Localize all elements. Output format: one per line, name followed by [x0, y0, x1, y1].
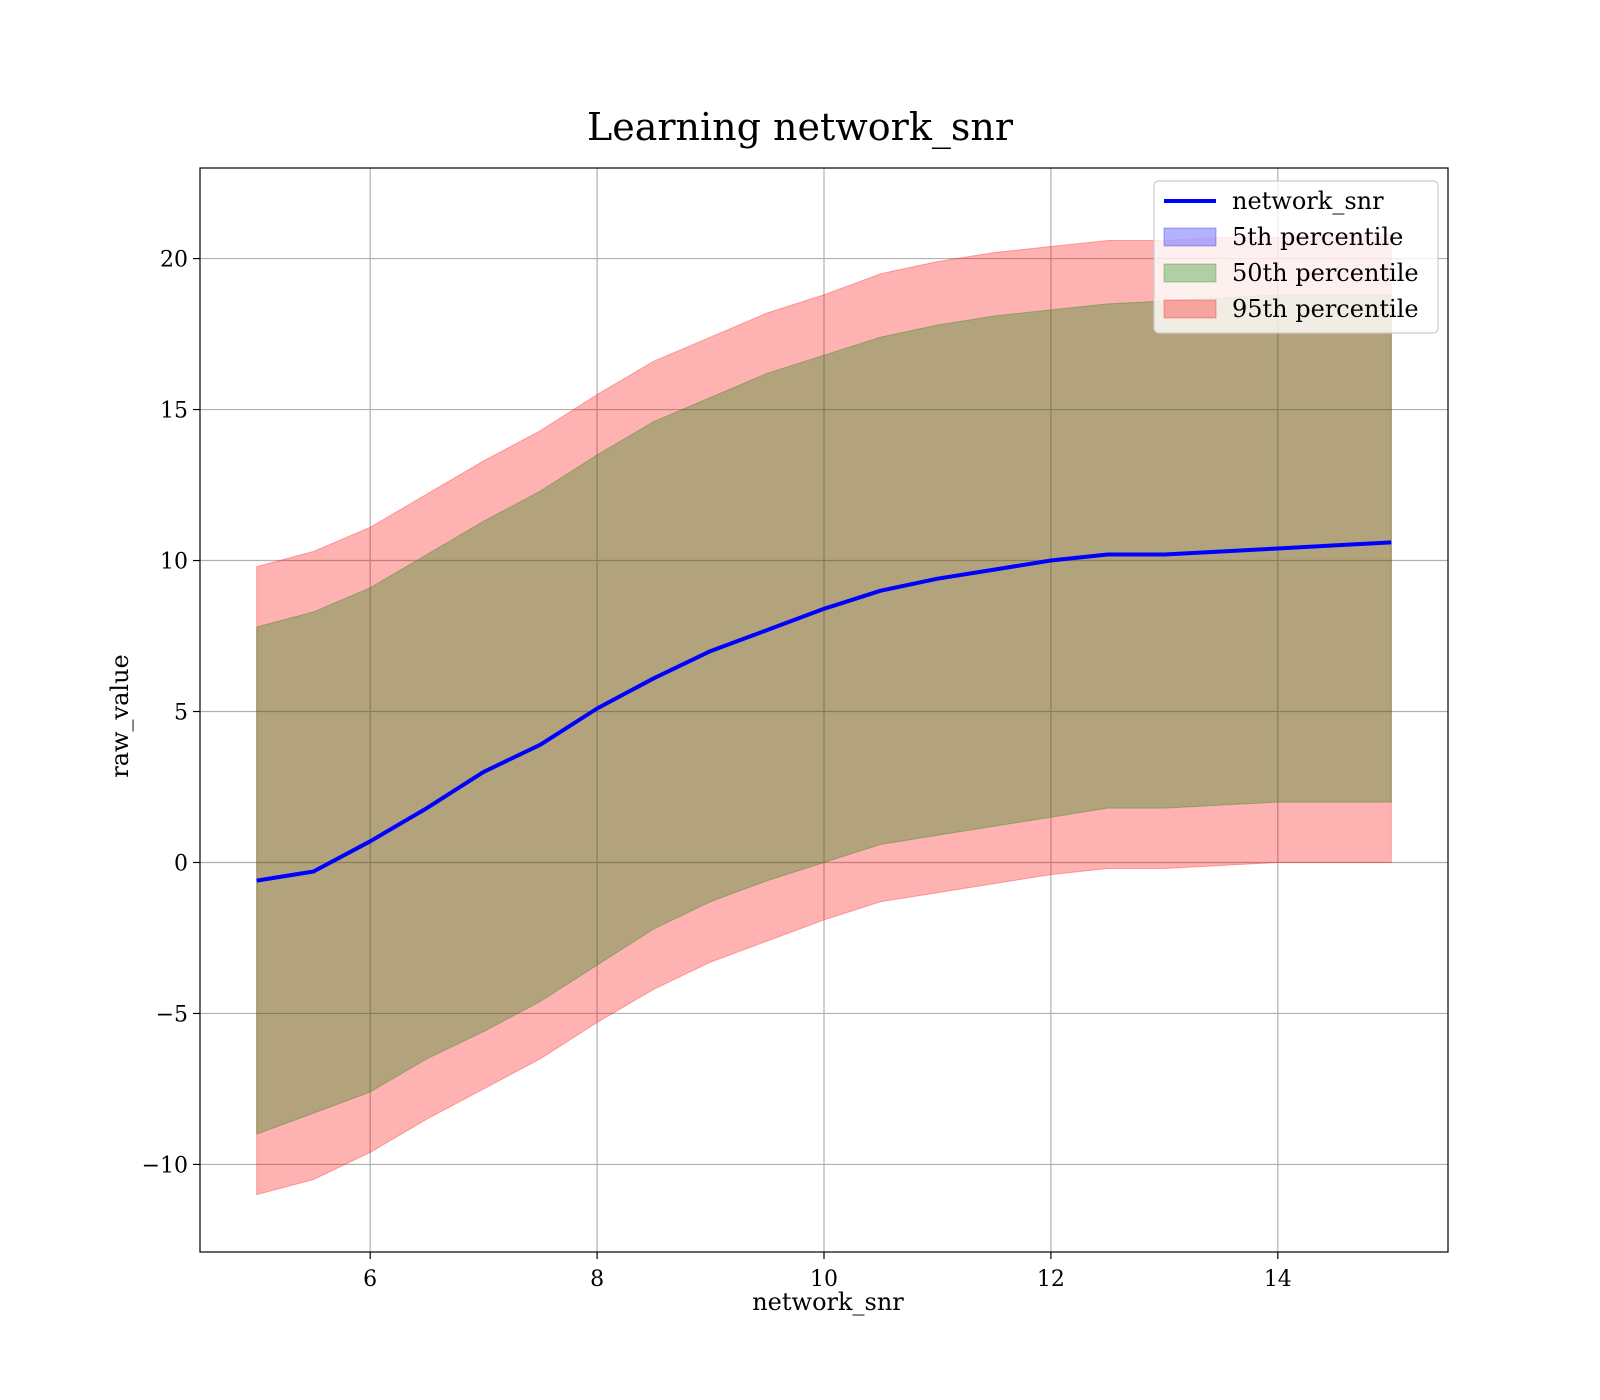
y-tick-label: −5 [156, 1002, 188, 1027]
y-tick-label: 20 [160, 248, 188, 273]
grid [200, 168, 1448, 1252]
x-axis-label: network_snr [752, 1288, 904, 1316]
legend-label: network_snr [1232, 187, 1384, 215]
x-tick-label: 10 [810, 1267, 838, 1292]
y-tick-label: 0 [174, 851, 188, 876]
chart-title: Learning network_snr [587, 105, 1014, 150]
y-tick-label: 10 [160, 550, 188, 575]
ticks: 6 8 10 12 14 −10 −5 0 5 10 15 20 [142, 248, 1292, 1292]
legend-swatch [1163, 299, 1217, 319]
x-tick-label: 6 [363, 1267, 377, 1292]
series-line-network_snr [256, 540, 1392, 883]
x-tick-label: 12 [1037, 1267, 1065, 1292]
band-50th-percentile [256, 294, 1392, 1135]
legend-box [1153, 180, 1439, 334]
x-tick-label: 14 [1264, 1267, 1292, 1292]
y-tick-label: −10 [142, 1153, 188, 1178]
legend-swatch [1163, 263, 1217, 283]
legend-swatch [1163, 227, 1217, 247]
x-tick-label: 8 [590, 1267, 604, 1292]
legend-label: 5th percentile [1232, 223, 1403, 251]
legend: network_snr 5th percentile 50th percentile… [1153, 180, 1439, 334]
y-axis-label: raw_value [106, 654, 134, 778]
lines [256, 540, 1392, 883]
band-95th-percentile [256, 233, 1392, 1196]
y-tick-label: 5 [174, 701, 188, 726]
y-tick-label: 15 [160, 399, 188, 424]
bands [256, 233, 1392, 1196]
legend-label: 50th percentile [1232, 259, 1419, 287]
legend-label: 95th percentile [1232, 295, 1419, 323]
